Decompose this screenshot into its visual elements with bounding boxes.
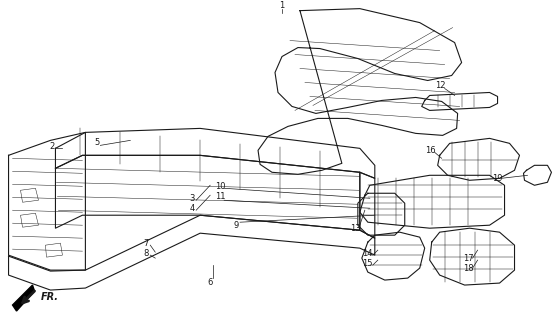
Text: 17: 17 — [463, 254, 474, 263]
Text: 3: 3 — [190, 194, 195, 203]
Text: 2: 2 — [50, 142, 55, 151]
Text: 12: 12 — [435, 81, 446, 90]
Text: 11: 11 — [215, 192, 225, 201]
Text: 18: 18 — [463, 264, 474, 273]
Text: 4: 4 — [190, 204, 195, 213]
Text: 9: 9 — [234, 221, 239, 230]
Text: 16: 16 — [425, 146, 436, 155]
Text: 14: 14 — [363, 249, 373, 258]
Text: FR.: FR. — [41, 292, 58, 302]
Text: 1: 1 — [279, 1, 285, 10]
Text: 19: 19 — [492, 174, 503, 183]
Text: 15: 15 — [363, 259, 373, 268]
Text: 6: 6 — [207, 277, 213, 287]
Text: 5: 5 — [95, 138, 100, 147]
Polygon shape — [13, 285, 34, 311]
Text: 8: 8 — [143, 249, 149, 258]
Text: 7: 7 — [143, 239, 149, 248]
Text: 10: 10 — [215, 182, 225, 191]
Text: 13: 13 — [350, 224, 361, 233]
